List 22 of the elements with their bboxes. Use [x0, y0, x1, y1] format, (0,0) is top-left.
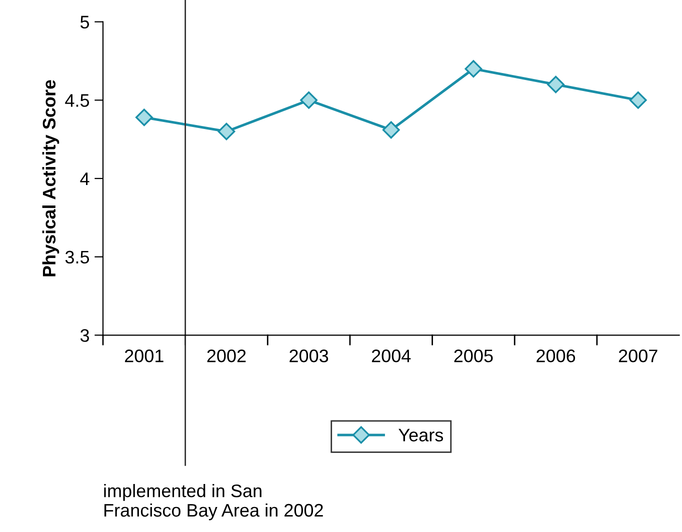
y-tick-label: 4 — [80, 172, 90, 186]
x-tick-label: 2007 — [618, 350, 658, 362]
text: implemented in San Francisco Bay Area in 2002 — [104, 484, 323, 520]
point — [300, 91, 318, 109]
x-tick-label: 2003 — [290, 350, 328, 362]
point — [629, 91, 647, 109]
x-tick-label: 2006 — [536, 350, 576, 362]
x-tick-label: 2004 — [372, 350, 411, 362]
x-tick-label: 2001 — [124, 350, 164, 362]
point — [547, 76, 564, 94]
point — [135, 108, 153, 126]
y-tick-label: 3.5 — [65, 250, 90, 264]
point — [464, 60, 482, 78]
y-tick-label: 3 — [80, 329, 89, 342]
x-tick-label: 2005 — [454, 350, 493, 362]
y-tick-label: 5 — [80, 16, 90, 29]
point — [382, 121, 400, 139]
x-tick-label: 2002 — [207, 350, 246, 362]
y-tick-label: 4.5 — [65, 94, 90, 107]
y-axis-title: Physical Activity Score — [42, 80, 60, 276]
legend-label: Years — [398, 428, 444, 442]
point — [218, 122, 236, 140]
